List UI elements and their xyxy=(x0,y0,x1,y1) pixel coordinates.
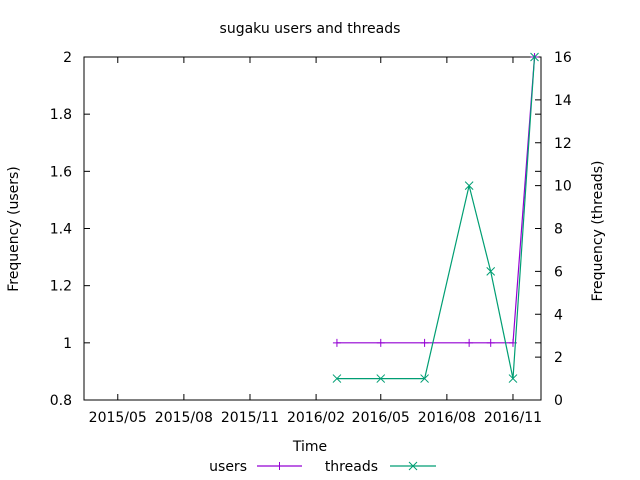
y-tick-label: 1.2 xyxy=(50,279,72,295)
y2-tick-label: 0 xyxy=(554,393,563,409)
x-tick-label: 2015/11 xyxy=(221,410,279,426)
threads-point xyxy=(530,52,539,62)
users-line xyxy=(336,56,536,344)
x-tick-label: 2016/08 xyxy=(418,410,476,426)
chart-title: sugaku users and threads xyxy=(220,21,401,37)
y-tick-label: 1.4 xyxy=(50,222,72,238)
threads-point xyxy=(508,374,518,383)
series-layer xyxy=(332,52,539,383)
y2-tick-label: 4 xyxy=(554,307,563,323)
y2-tick-label: 2 xyxy=(554,350,563,366)
plot-frame xyxy=(83,56,542,401)
y-axis-ticks: 0.8 1 1.2 1.4 1.6 1.8 2 xyxy=(50,50,541,409)
threads-line xyxy=(336,56,536,380)
users-point xyxy=(486,338,495,347)
x-tick-label: 2015/05 xyxy=(89,410,147,426)
y2-tick-label: 8 xyxy=(554,222,563,238)
users-point xyxy=(376,338,385,347)
x-tick-label: 2016/02 xyxy=(287,410,345,426)
x-axis-ticks: 2015/05 2015/08 2015/11 2016/02 2016/05 2016/… xyxy=(89,57,542,426)
y2-tick-label: 14 xyxy=(554,93,572,109)
legend-label-users: users xyxy=(209,459,247,475)
legend: users threads xyxy=(209,459,436,475)
x-tick-label: 2015/08 xyxy=(155,410,213,426)
users-point xyxy=(332,338,341,347)
y2-axis-label: Frequency (threads) xyxy=(590,161,606,302)
y-axis-label: Frequency (users) xyxy=(6,166,22,292)
y-tick-label: 2 xyxy=(63,50,72,66)
threads-point xyxy=(420,374,429,383)
threads-point xyxy=(486,267,496,276)
y2-tick-label: 12 xyxy=(554,136,572,152)
y2-tick-label: 10 xyxy=(554,179,572,195)
x-tick-label: 2016/05 xyxy=(352,410,410,426)
users-point xyxy=(275,462,284,470)
y2-axis-ticks: 0 2 4 6 8 10 12 14 16 xyxy=(535,50,572,409)
x-tick-label: 2016/11 xyxy=(484,410,542,426)
x-axis-label: Time xyxy=(292,439,327,455)
threads-point xyxy=(464,181,474,190)
threads-point xyxy=(376,374,386,383)
y2-tick-label: 16 xyxy=(554,50,572,66)
users-point xyxy=(465,338,474,347)
threads-point xyxy=(332,374,342,383)
threads-point xyxy=(408,461,418,471)
y-tick-label: 0.8 xyxy=(50,393,72,409)
y2-tick-label: 6 xyxy=(554,264,563,280)
y-tick-label: 1.6 xyxy=(50,164,72,180)
y-tick-label: 1 xyxy=(63,336,72,352)
y-tick-label: 1.8 xyxy=(50,107,72,123)
legend-label-threads: threads xyxy=(325,459,378,475)
users-point xyxy=(420,338,429,347)
